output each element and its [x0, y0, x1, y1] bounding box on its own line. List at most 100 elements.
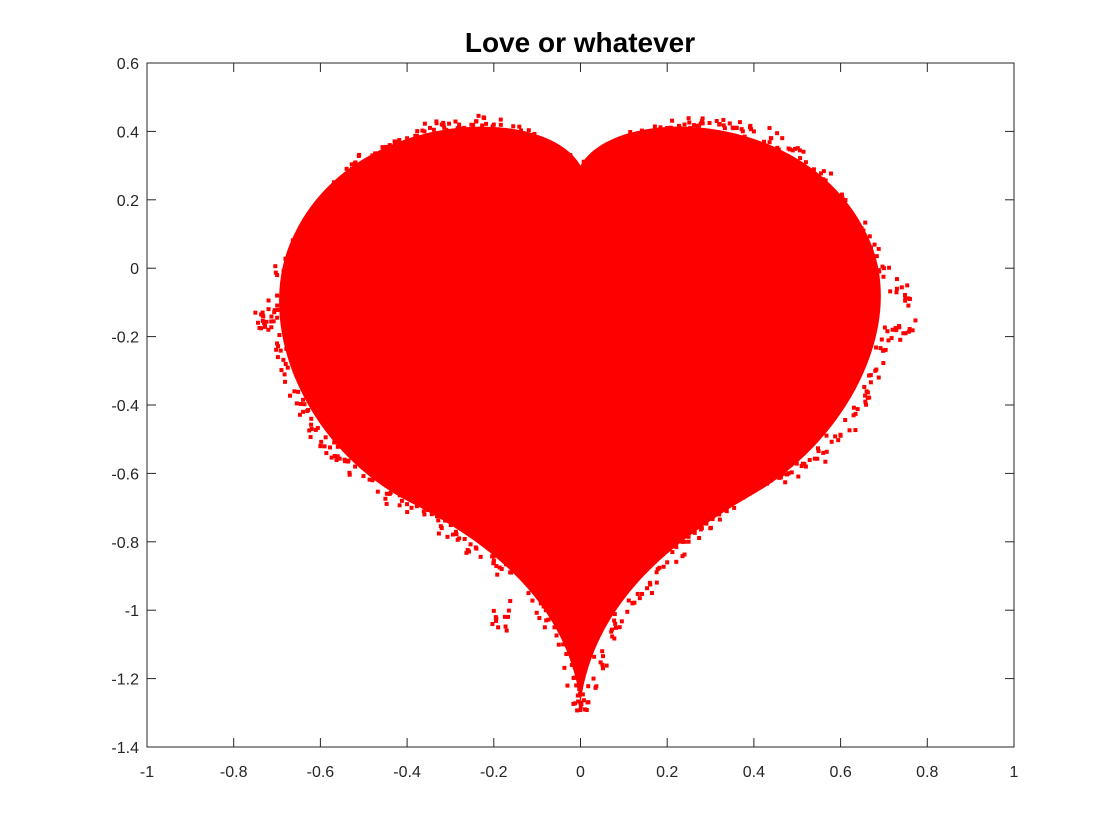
scatter-point	[373, 151, 378, 156]
scatter-point	[906, 303, 911, 308]
scatter-point	[556, 642, 561, 647]
scatter-point	[734, 125, 739, 130]
scatter-point	[803, 160, 808, 165]
scatter-point	[731, 499, 736, 504]
scatter-point	[840, 196, 845, 201]
scatter-point	[677, 246, 682, 251]
scatter-point	[278, 348, 283, 353]
scatter-point	[498, 122, 503, 127]
scatter-point	[346, 458, 351, 463]
scatter-point	[580, 692, 585, 697]
scatter-point	[586, 700, 591, 705]
scatter-point	[493, 618, 498, 623]
scatter-point	[541, 604, 546, 609]
scatter-point	[269, 325, 274, 330]
scatter-point	[683, 229, 688, 234]
scatter-point	[561, 629, 566, 634]
scatter-point	[568, 643, 573, 648]
scatter-point	[570, 332, 575, 337]
scatter-point	[526, 136, 531, 141]
scatter-point	[727, 121, 732, 126]
scatter-point	[453, 529, 458, 534]
scatter-point	[783, 480, 788, 485]
scatter-point	[574, 373, 579, 378]
scatter-point	[397, 493, 402, 498]
scatter-point	[881, 348, 886, 353]
scatter-point	[392, 139, 397, 144]
scatter-point	[298, 401, 303, 406]
scatter-point	[286, 257, 291, 262]
scatter-point	[473, 545, 478, 550]
scatter-point	[269, 319, 274, 324]
scatter-point	[544, 618, 549, 623]
scatter-point	[603, 477, 608, 482]
scatter-point	[491, 471, 496, 476]
scatter-point	[790, 148, 795, 153]
scatter-point	[318, 444, 323, 449]
scatter-point	[677, 128, 682, 133]
scatter-point	[878, 346, 883, 351]
scatter-point	[282, 305, 287, 310]
scatter-point	[901, 331, 906, 336]
scatter-point	[751, 368, 756, 373]
scatter-point	[491, 554, 496, 559]
scatter-point	[546, 606, 551, 611]
scatter-point	[610, 634, 615, 639]
scatter-point	[612, 149, 617, 154]
scatter-point	[353, 167, 358, 172]
scatter-point	[867, 373, 872, 378]
scatter-point	[680, 554, 685, 559]
scatter-point	[612, 636, 617, 641]
scatter-point	[281, 269, 286, 274]
scatter-point	[573, 655, 578, 660]
scatter-point	[613, 621, 618, 626]
scatter-point	[762, 139, 767, 144]
scatter-point	[370, 153, 375, 158]
scatter-point	[329, 455, 334, 460]
scatter-point	[672, 126, 677, 131]
scatter-point	[537, 616, 542, 621]
scatter-point	[260, 318, 265, 323]
scatter-point	[785, 472, 790, 477]
scatter-point	[600, 662, 605, 667]
scatter-point	[577, 372, 582, 377]
scatter-point	[865, 395, 870, 400]
scatter-point	[569, 266, 574, 271]
scatter-point	[307, 428, 312, 433]
scatter-point	[585, 170, 590, 175]
scatter-point	[591, 155, 596, 160]
scatter-point	[829, 439, 834, 444]
scatter-point	[776, 149, 781, 154]
scatter-point	[448, 232, 453, 236]
scatter-point	[352, 161, 357, 166]
scatter-point	[604, 663, 609, 668]
x-tick-label: 1	[1010, 764, 1019, 781]
scatter-point	[469, 122, 474, 127]
scatter-point	[335, 191, 340, 196]
scatter-point	[843, 417, 848, 422]
scatter-point	[553, 156, 558, 161]
scatter-point	[309, 416, 314, 421]
scatter-point	[730, 125, 735, 130]
scatter-point	[476, 113, 481, 118]
scatter-point	[665, 471, 670, 476]
y-tick-label: -0.4	[111, 398, 139, 415]
scatter-point	[473, 254, 478, 259]
scatter-point	[422, 512, 427, 517]
scatter-point	[367, 467, 372, 472]
scatter-point	[815, 181, 820, 186]
scatter-point	[903, 296, 908, 301]
scatter-point	[568, 153, 573, 158]
scatter-point	[591, 676, 596, 681]
scatter-point	[275, 273, 280, 278]
scatter-point	[455, 128, 460, 133]
scatter-point	[538, 461, 543, 466]
scatter-point	[882, 325, 887, 330]
scatter-point	[847, 428, 852, 433]
scatter-point	[450, 532, 455, 537]
scatter-point	[893, 326, 898, 331]
scatter-point	[572, 161, 577, 166]
scatter-point	[326, 201, 331, 206]
data-points	[253, 113, 918, 713]
scatter-point	[496, 625, 501, 630]
